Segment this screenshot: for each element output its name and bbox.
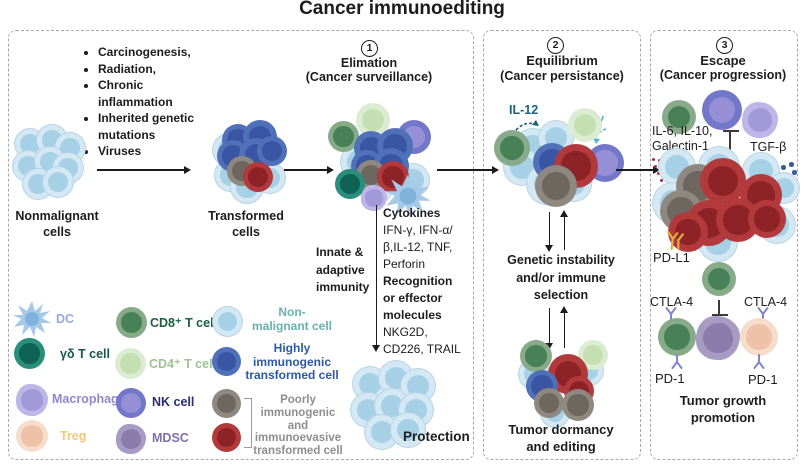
- immunoevasive-cell-icon: [748, 200, 786, 238]
- cause-item: Viruses: [98, 143, 230, 160]
- arrow-elimination-to-equilibrium: [437, 166, 499, 174]
- transformed-cell-icon: [257, 136, 287, 166]
- legend-label-cd8-t-cell: CD8⁺ T cell: [150, 316, 218, 330]
- dc-icon: [13, 301, 51, 337]
- gd-t-cell-icon: [335, 169, 365, 199]
- cause-item: Radiation,: [98, 61, 230, 78]
- tumor-growth-label: Tumor growth promotion: [679, 393, 767, 425]
- legend-label-poorly-immunogenic: Poorly immunogenic and immunoevasive tra…: [253, 394, 343, 458]
- inhibition-tbar-tumor-to-immune: [723, 130, 739, 164]
- legend-label-nonmalignant: Non- malignant cell: [251, 305, 333, 333]
- red-secretion-dots: [652, 158, 655, 161]
- cd8-t-cell-icon: [520, 340, 552, 372]
- legend-label-nk-cell: NK cell: [152, 395, 195, 409]
- macrophage-icon: [16, 384, 48, 416]
- elimination-title: Elimation: [340, 56, 398, 70]
- cause-list: Carcinogenesis, Radiation, Chronic infla…: [84, 44, 230, 160]
- arrow-dormancy-to-genetic: [560, 306, 569, 348]
- genetic-instability-label: Genetic instability and/or immune select…: [507, 253, 615, 302]
- innate-immunity-label: Innate & adaptive immunity: [316, 245, 370, 294]
- poorly-immunogenic-cell-icon: [534, 388, 564, 418]
- protection-label: Protection: [403, 429, 470, 444]
- cytokines-list: IFN-γ, IFN-α/ β,IL-12, TNF, Perforin: [383, 223, 453, 271]
- treg-icon: [740, 318, 778, 356]
- macrophage-icon: [361, 185, 387, 211]
- escape-title: Escape: [700, 53, 746, 68]
- legend-label-macrophage: Macrophage: [52, 392, 126, 406]
- nk-cell-icon: [116, 388, 146, 418]
- transformed-cells-label: Transformed cells: [208, 209, 284, 239]
- equilibrium-title: Equilibrium: [526, 53, 598, 68]
- il12-arrow-icon: [515, 120, 539, 131]
- equilibrium-subtitle: (Cancer persistance): [500, 69, 624, 83]
- pdl1-marker-icon: [667, 231, 684, 250]
- cause-item: Inherited genetic mutations: [98, 110, 230, 143]
- elimination-subtitle: (Cancer surveillance): [305, 70, 433, 84]
- mdsc-icon: [116, 424, 146, 454]
- pd1-receptor-icon: [671, 354, 683, 369]
- arrow-equilibrium-to-escape: [616, 166, 660, 174]
- arrow-transformed-to-elimination: [284, 166, 334, 174]
- immunoevasive-cell-icon: [668, 212, 708, 252]
- legend-label-cd4-t-cell: CD4⁺ T cell: [149, 357, 217, 371]
- nonmalignant-cell-icon: [42, 166, 74, 198]
- arrow-nonmalignant-to-transformed: [97, 166, 191, 174]
- poorly-immunogenic-cell-icon: [535, 165, 577, 207]
- step-number-2: 2: [547, 37, 564, 54]
- recognition-heading: Recognition or effector molecules: [383, 274, 453, 322]
- immunoevasive-cell-icon: [700, 158, 746, 204]
- tumor-dormancy-label: Tumor dormancy and editing: [508, 422, 614, 454]
- recognition-list: NKG2D, CD226, TRAIL: [383, 325, 461, 356]
- legend-label-treg: Treg: [60, 429, 87, 443]
- cd4-t-cell-icon: [115, 348, 146, 379]
- cd8-t-cell-icon: [116, 307, 147, 338]
- immunoevasive-cell-icon: [212, 423, 241, 452]
- nonmalignant-cell-icon: [212, 306, 243, 337]
- immunoevasive-cell-icon: [243, 162, 273, 192]
- nk-cell-icon: [702, 90, 742, 130]
- step-number-1: 1: [361, 40, 378, 57]
- pdl1-label: PD-L1: [653, 250, 690, 265]
- mdsc-icon: [696, 316, 740, 360]
- arrow-genetic-to-dormancy: [545, 308, 554, 350]
- pd1-left-label: PD-1: [655, 371, 685, 386]
- cd8-t-cell-icon: [658, 318, 696, 356]
- gd-t-cell-icon: [14, 338, 45, 369]
- pd1-receptor-icon: [753, 354, 765, 369]
- transformed-cell-icon: [212, 347, 241, 376]
- cause-item: Carcinogenesis,: [98, 44, 230, 61]
- nonmalignant-cells-label: Nonmalignant cells: [15, 209, 99, 239]
- macrophage-icon: [742, 102, 778, 138]
- poorly-immunogenic-cell-icon: [212, 389, 241, 418]
- inhibition-tbar-mdsc-to-tcell: [712, 300, 728, 316]
- arrow-genetic-to-cluster: [560, 210, 569, 250]
- escape-subtitle: (Cancer progression): [659, 68, 787, 82]
- ctla4-right-label: CTLA-4: [744, 295, 788, 309]
- cytokines-heading: Cytokines: [383, 206, 441, 220]
- legend-label-highly-immunogenic: Highly immunogenic transformed cell: [245, 341, 339, 382]
- arrow-cluster-to-genetic: [545, 212, 554, 252]
- secreted-factors-label: IL-6, IL-10, Galectin-1: [652, 124, 713, 153]
- il12-label: IL-12: [509, 103, 539, 117]
- cd4-t-cell-icon: [568, 108, 602, 142]
- legend-label-dc: DC: [56, 312, 75, 326]
- figure-title: Cancer immunoediting: [299, 0, 505, 19]
- ctla4-left-label: CTLA-4: [650, 295, 694, 309]
- legend-label-gd-t-cell: γδ T cell: [60, 347, 110, 361]
- legend-bracket: [244, 398, 252, 448]
- step-number-3: 3: [716, 37, 733, 54]
- arrow-immunity-protection: [372, 205, 381, 352]
- treg-icon: [16, 420, 48, 452]
- nonmalignant-cell-icon: [390, 412, 426, 448]
- cd8-t-cell-icon: [702, 262, 736, 296]
- cause-item: Chronic inflammation: [98, 77, 230, 110]
- cd8-t-cell-icon: [662, 100, 696, 134]
- cd8-t-cell-icon: [494, 130, 530, 166]
- poorly-immunogenic-cell-icon: [562, 389, 594, 421]
- cd8-t-cell-icon: [328, 121, 359, 152]
- legend-label-mdsc: MDSC: [152, 431, 189, 445]
- pd1-right-label: PD-1: [748, 372, 778, 387]
- dc-icon: [385, 174, 431, 218]
